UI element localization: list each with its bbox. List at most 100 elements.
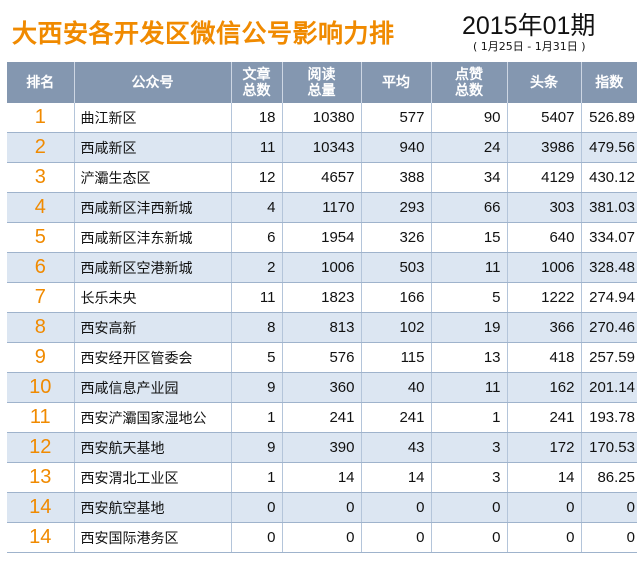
header-label: 指数 — [595, 74, 624, 91]
rank-cell: 11 — [7, 402, 75, 433]
index-cell: 86.25 — [581, 462, 637, 493]
rank-cell: 3 — [7, 162, 75, 193]
rank-cell: 14 — [7, 492, 75, 523]
account-name-cell: 西安经开区管委会 — [74, 342, 232, 373]
headline-cell: 5407 — [507, 103, 582, 133]
col-reads-header: 阅读 总量 — [282, 62, 362, 103]
account-name-cell: 曲江新区 — [74, 103, 232, 133]
col-headline-header: 头条 — [507, 62, 582, 103]
index-cell: 270.46 — [581, 312, 637, 343]
index-cell: 430.12 — [581, 162, 637, 193]
articles-cell: 1 — [231, 462, 283, 493]
reads-cell: 1170 — [282, 192, 362, 223]
header-label: 点赞 — [455, 66, 483, 83]
index-cell: 257.59 — [581, 342, 637, 373]
headline-cell: 1222 — [507, 282, 582, 313]
articles-cell: 2 — [231, 252, 283, 283]
index-cell: 0 — [581, 492, 637, 523]
table-row: 12 西安航天基地 9 390 43 3 172 170.53 — [7, 432, 637, 463]
col-average-header: 平均 — [361, 62, 432, 103]
index-cell: 274.94 — [581, 282, 637, 313]
header-label-line2: 总量 — [307, 82, 336, 99]
average-cell: 40 — [361, 372, 432, 403]
index-cell: 328.48 — [581, 252, 637, 283]
articles-cell: 18 — [231, 103, 283, 133]
table-row: 2 西咸新区 11 10343 940 24 3986 479.56 — [7, 132, 637, 163]
average-cell: 102 — [361, 312, 432, 343]
rank-cell: 12 — [7, 432, 75, 463]
average-cell: 115 — [361, 342, 432, 373]
articles-cell: 0 — [231, 522, 283, 553]
headline-cell: 3986 — [507, 132, 582, 163]
headline-cell: 241 — [507, 402, 582, 433]
table-row: 13 西安渭北工业区 1 14 14 3 14 86.25 — [7, 462, 637, 493]
average-cell: 577 — [361, 103, 432, 133]
col-likes-header: 点赞 总数 — [431, 62, 508, 103]
rank-cell: 10 — [7, 372, 75, 403]
table-body: 1 曲江新区 18 10380 577 90 5407 526.89 2 西咸新区 11 10343 9… — [7, 103, 637, 553]
issue-number: 2015年01期 — [462, 12, 596, 40]
col-rank-header: 排名 — [7, 62, 75, 103]
header-label: 公众号 — [131, 74, 174, 91]
table-row: 3 浐灞生态区 12 4657 388 34 4129 430.12 — [7, 162, 637, 193]
average-cell: 241 — [361, 402, 432, 433]
likes-cell: 19 — [431, 312, 508, 343]
index-cell: 193.78 — [581, 402, 637, 433]
account-name-cell: 西咸新区 — [74, 132, 232, 163]
articles-cell: 9 — [231, 372, 283, 403]
articles-cell: 6 — [231, 222, 283, 253]
index-cell: 201.14 — [581, 372, 637, 403]
rank-cell: 13 — [7, 462, 75, 493]
average-cell: 326 — [361, 222, 432, 253]
rank-cell: 14 — [7, 522, 75, 553]
average-cell: 0 — [361, 522, 432, 553]
table-header: 排名 公众号 文章 总数 阅读 总量 平均 点赞 总数 头条 指数 — [7, 62, 637, 103]
index-cell: 0 — [581, 522, 637, 553]
headline-cell: 172 — [507, 432, 582, 463]
rank-cell: 9 — [7, 342, 75, 373]
reads-cell: 0 — [282, 492, 362, 523]
likes-cell: 3 — [431, 432, 508, 463]
table-row: 5 西咸新区沣东新城 6 1954 326 15 640 334.07 — [7, 222, 637, 253]
reads-cell: 390 — [282, 432, 362, 463]
average-cell: 503 — [361, 252, 432, 283]
index-cell: 170.53 — [581, 432, 637, 463]
likes-cell: 5 — [431, 282, 508, 313]
index-cell: 479.56 — [581, 132, 637, 163]
average-cell: 14 — [361, 462, 432, 493]
headline-cell: 4129 — [507, 162, 582, 193]
likes-cell: 0 — [431, 492, 508, 523]
likes-cell: 0 — [431, 522, 508, 553]
header-label: 头条 — [530, 74, 558, 91]
rank-cell: 4 — [7, 192, 75, 223]
ranking-table: 排名 公众号 文章 总数 阅读 总量 平均 点赞 总数 头条 指数 1 曲江新区 18 10380 577 9… — [7, 62, 637, 553]
likes-cell: 11 — [431, 372, 508, 403]
header-label: 文章 — [242, 66, 271, 83]
account-name-cell: 西咸信息产业园 — [74, 372, 232, 403]
table-row: 11 西安浐灞国家湿地公 1 241 241 1 241 193.78 — [7, 402, 637, 433]
headline-cell: 418 — [507, 342, 582, 373]
headline-cell: 303 — [507, 192, 582, 223]
likes-cell: 3 — [431, 462, 508, 493]
reads-cell: 576 — [282, 342, 362, 373]
headline-cell: 14 — [507, 462, 582, 493]
col-index-header: 指数 — [581, 62, 637, 103]
table-row: 6 西咸新区空港新城 2 1006 503 11 1006 328.48 — [7, 252, 637, 283]
header-label-line2: 总数 — [455, 82, 483, 99]
table-row: 10 西咸信息产业园 9 360 40 11 162 201.14 — [7, 372, 637, 403]
reads-cell: 813 — [282, 312, 362, 343]
headline-cell: 1006 — [507, 252, 582, 283]
headline-cell: 0 — [507, 522, 582, 553]
reads-cell: 10380 — [282, 103, 362, 133]
headline-cell: 0 — [507, 492, 582, 523]
table-row: 1 曲江新区 18 10380 577 90 5407 526.89 — [7, 103, 637, 133]
col-account-header: 公众号 — [74, 62, 232, 103]
account-name-cell: 浐灞生态区 — [74, 162, 232, 193]
account-name-cell: 长乐未央 — [74, 282, 232, 313]
likes-cell: 13 — [431, 342, 508, 373]
table-row: 4 西咸新区沣西新城 4 1170 293 66 303 381.03 — [7, 192, 637, 223]
reads-cell: 241 — [282, 402, 362, 433]
reads-cell: 4657 — [282, 162, 362, 193]
average-cell: 293 — [361, 192, 432, 223]
header-label: 阅读 — [307, 66, 336, 83]
